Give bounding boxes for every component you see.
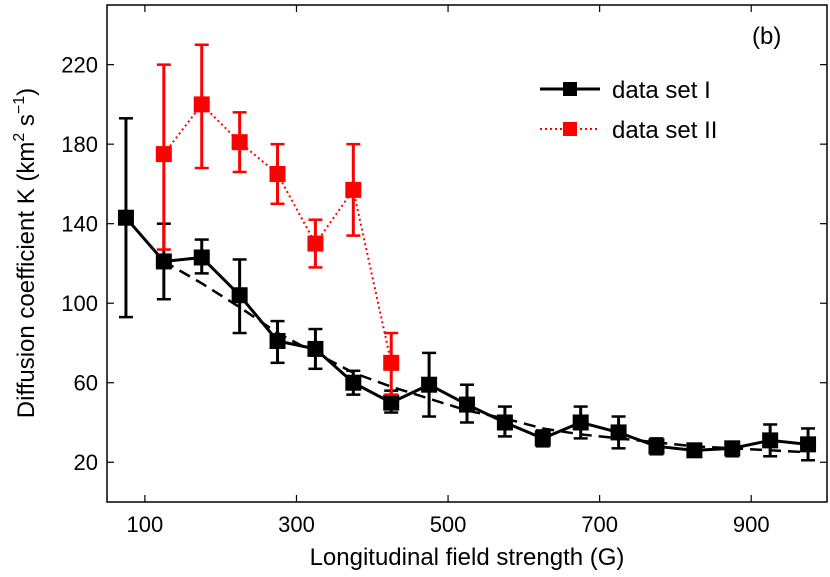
panel-label: (b) — [752, 23, 781, 50]
data-point — [269, 165, 286, 182]
x-axis-title: Longitudinal field strength (G) — [310, 544, 625, 571]
data-point — [610, 424, 627, 441]
legend-marker-set-2 — [563, 122, 577, 136]
legend-marker-set-1 — [563, 82, 577, 96]
legend-label-set-1: data set I — [612, 77, 711, 104]
x-tick-label: 700 — [581, 512, 618, 537]
data-point — [459, 396, 475, 413]
y-tick-label: 180 — [61, 132, 98, 157]
legend: data set I data set II — [540, 77, 717, 144]
data-point — [724, 440, 741, 457]
series-1 — [117, 117, 817, 462]
x-tick-label: 500 — [430, 512, 467, 537]
y-axis-title: Diffusion coefficient K (km2 s−1) — [11, 88, 40, 418]
data-point — [307, 340, 324, 357]
data-point — [231, 287, 248, 304]
data-point — [231, 134, 248, 151]
x-tick-label: 100 — [127, 512, 164, 537]
data-point — [307, 235, 324, 252]
data-point — [269, 332, 286, 349]
y-tick-label: 100 — [61, 291, 98, 316]
y-axis-title-mid: s — [13, 114, 40, 133]
y-axis-title-end: ) — [13, 88, 40, 96]
data-point — [345, 374, 362, 391]
y-tick-label: 220 — [61, 53, 98, 78]
data-point — [383, 354, 400, 371]
data-point — [193, 249, 210, 266]
series-2 — [155, 43, 400, 396]
data-point — [345, 181, 362, 198]
y-axis-title-main: Diffusion coefficient K (km — [13, 142, 40, 419]
data-point — [155, 253, 172, 270]
data-point — [534, 430, 551, 447]
x-tick-label: 300 — [278, 512, 315, 537]
data-point — [496, 414, 513, 431]
series-layer — [117, 43, 817, 462]
data-point — [155, 146, 172, 163]
data-point — [762, 432, 779, 449]
data-point — [193, 96, 210, 113]
y-tick-label: 140 — [61, 212, 98, 237]
y-axis-title-sup1: 2 — [11, 133, 28, 142]
x-tick-label: 900 — [733, 512, 770, 537]
y-axis-title-sup2: −1 — [11, 96, 28, 114]
data-point — [800, 436, 817, 453]
data-point — [117, 209, 134, 226]
ticks-layer: 100 300 500 700 900 20 60 100 140 180 220 — [61, 5, 827, 537]
y-tick-label: 60 — [74, 371, 98, 396]
data-point — [686, 442, 703, 459]
plot-frame — [106, 4, 828, 503]
data-point — [572, 414, 589, 431]
legend-label-set-2: data set II — [612, 117, 717, 144]
y-tick-label: 20 — [74, 450, 98, 475]
data-point — [383, 394, 400, 411]
data-point — [421, 376, 438, 393]
data-point — [648, 438, 665, 455]
